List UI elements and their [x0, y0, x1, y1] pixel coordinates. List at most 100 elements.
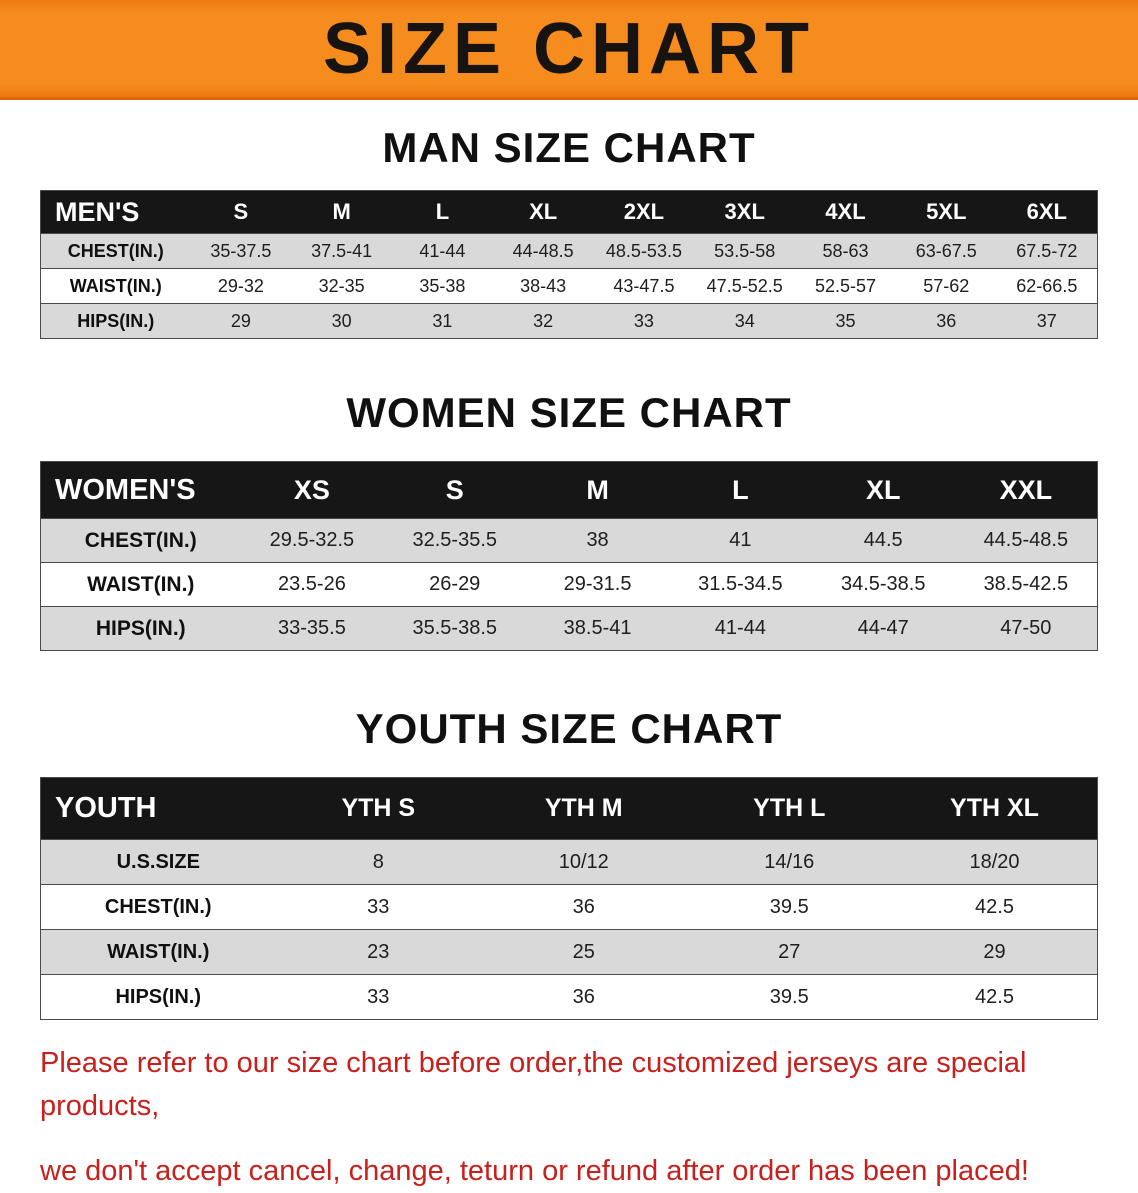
men-size-table: MEN'S S M L XL 2XL 3XL 4XL 5XL 6XL CHEST(IN.) 35-37…: [40, 190, 1098, 339]
table-cell: 10/12: [558, 850, 609, 873]
table-cell: 63-67.5: [915, 240, 977, 261]
youth-section-heading: YOUTH SIZE CHART: [355, 705, 783, 752]
table-cell: 26-29: [429, 573, 481, 595]
row-label: WAIST(IN.): [87, 572, 195, 596]
table-cell: 31: [432, 310, 453, 331]
size-column-header: L: [668, 461, 812, 519]
table-cell: 41-44: [419, 240, 466, 261]
table-cell: 41: [729, 529, 752, 551]
size-column-header: YTH L: [686, 777, 892, 840]
table-row: CHEST(IN.) 29.5-32.5 32.5-35.5 38 41 44.5 44.5…: [40, 518, 1098, 563]
youth-size-section: YOUTH SIZE CHART YOUTH YTH S YTH M YTH L YTH…: [0, 705, 1138, 1020]
table-cell: 44.5-48.5: [983, 529, 1069, 551]
men-section-heading: MAN SIZE CHART: [382, 124, 756, 171]
table-cell: 47-50: [1000, 617, 1052, 639]
table-cell: 32-35: [318, 275, 365, 296]
size-column-header: S: [190, 190, 292, 234]
table-row: HIPS(IN.) 33 36 39.5 42.5: [40, 974, 1098, 1020]
table-row: HIPS(IN.) 29 30 31 32 33 34 35 36 37: [40, 303, 1098, 339]
size-column-header: XL: [811, 461, 955, 519]
table-cell: 44-47: [857, 617, 909, 639]
table-cell: 8: [372, 850, 384, 873]
table-cell: 29-31.5: [563, 573, 632, 595]
table-cell: 67.5-72: [1016, 240, 1078, 261]
row-label: HIPS(IN.): [115, 985, 202, 1008]
table-cell: 29-32: [217, 275, 264, 296]
table-cell: 31.5-34.5: [698, 573, 783, 595]
size-column-header: M: [291, 190, 393, 234]
table-cell: 38.5-41: [563, 617, 632, 639]
order-notice: Please refer to our size chart before or…: [0, 1042, 1138, 1193]
table-corner-label: WOMEN'S: [40, 461, 241, 519]
table-cell: 35-38: [419, 275, 466, 296]
table-cell: 34: [734, 310, 755, 331]
table-cell: 34.5-38.5: [840, 573, 926, 595]
size-column-header: 3XL: [694, 190, 796, 234]
table-cell: 32.5-35.5: [412, 529, 497, 551]
table-cell: 25: [572, 940, 595, 963]
table-row: U.S.SIZE 8 10/12 14/16 18/20: [40, 839, 1098, 885]
table-cell: 33-35.5: [277, 617, 346, 639]
table-cell: 30: [331, 310, 352, 331]
size-column-header: 4XL: [795, 190, 896, 234]
size-column-header: 5XL: [895, 190, 997, 234]
table-cell: 53.5-58: [714, 240, 776, 261]
women-size-table: WOMEN'S XS S M L XL XXL CHEST(IN.) 29.5-32.5 32.5…: [40, 461, 1098, 651]
table-cell: 29: [983, 940, 1006, 963]
row-label: U.S.SIZE: [116, 850, 200, 873]
table-cell: 44-48.5: [512, 240, 574, 261]
table-cell: 41-44: [714, 617, 766, 639]
size-column-header: YTH XL: [892, 777, 1098, 840]
table-row: HIPS(IN.) 33-35.5 35.5-38.5 38.5-41 41-44 44-…: [40, 606, 1098, 651]
table-header-row: MEN'S S M L XL 2XL 3XL 4XL 5XL 6XL: [40, 190, 1098, 234]
women-section-heading: WOMEN SIZE CHART: [346, 389, 792, 436]
table-row: CHEST(IN.) 35-37.5 37.5-41 41-44 44-48.5 48.5…: [40, 233, 1098, 269]
size-column-header: XS: [240, 461, 384, 519]
notice-line-1: Please refer to our size chart before or…: [40, 1047, 1027, 1122]
table-cell: 27: [778, 940, 801, 963]
table-cell: 33: [367, 985, 390, 1008]
table-cell: 32: [533, 310, 554, 331]
table-cell: 47.5-52.5: [706, 275, 783, 296]
table-cell: 42.5: [975, 895, 1014, 918]
table-cell: 52.5-57: [814, 275, 876, 296]
table-cell: 33: [367, 895, 390, 918]
table-cell: 36: [936, 310, 957, 331]
table-cell: 42.5: [975, 985, 1014, 1008]
table-cell: 43-47.5: [613, 275, 675, 296]
table-cell: 39.5: [769, 895, 809, 918]
table-cell: 38: [586, 529, 609, 551]
size-column-header: YTH S: [275, 777, 481, 840]
row-label: CHEST(IN.): [84, 528, 197, 552]
table-cell: 36: [572, 895, 595, 918]
size-column-header: M: [526, 461, 669, 519]
table-cell: 37: [1036, 310, 1057, 331]
row-label: HIPS(IN.): [77, 310, 155, 331]
table-cell: 62-66.5: [1016, 275, 1078, 296]
table-cell: 35-37.5: [210, 240, 272, 261]
size-chart-banner: SIZE CHART: [0, 0, 1138, 100]
table-header-row: WOMEN'S XS S M L XL XXL: [40, 461, 1098, 519]
table-row: WAIST(IN.) 23 25 27 29: [40, 929, 1098, 975]
table-row: CHEST(IN.) 33 36 39.5 42.5: [40, 884, 1098, 930]
size-column-header: YTH M: [481, 777, 687, 840]
table-cell: 35: [835, 310, 856, 331]
size-column-header: XL: [492, 190, 594, 234]
table-header-row: YOUTH YTH S YTH M YTH L YTH XL: [40, 777, 1098, 840]
women-size-section: WOMEN SIZE CHART WOMEN'S XS S M L XL XXL CHEST(…: [0, 389, 1138, 651]
youth-size-table: YOUTH YTH S YTH M YTH L YTH XL U.S.SIZE 8 10/12…: [40, 777, 1098, 1020]
row-label: CHEST(IN.): [67, 240, 164, 261]
size-column-header: XXL: [954, 461, 1098, 519]
size-column-header: 6XL: [996, 190, 1098, 234]
row-label: WAIST(IN.): [107, 940, 210, 963]
table-cell: 23: [367, 940, 390, 963]
table-cell: 37.5-41: [311, 240, 373, 261]
row-label: WAIST(IN.): [69, 275, 162, 296]
banner-title: SIZE CHART: [323, 8, 815, 89]
row-label: HIPS(IN.): [95, 616, 186, 640]
table-cell: 29: [230, 310, 251, 331]
table-cell: 35.5-38.5: [412, 617, 497, 639]
notice-line-2: we don't accept cancel, change, teturn o…: [40, 1155, 1029, 1187]
size-column-header: 2XL: [593, 190, 695, 234]
